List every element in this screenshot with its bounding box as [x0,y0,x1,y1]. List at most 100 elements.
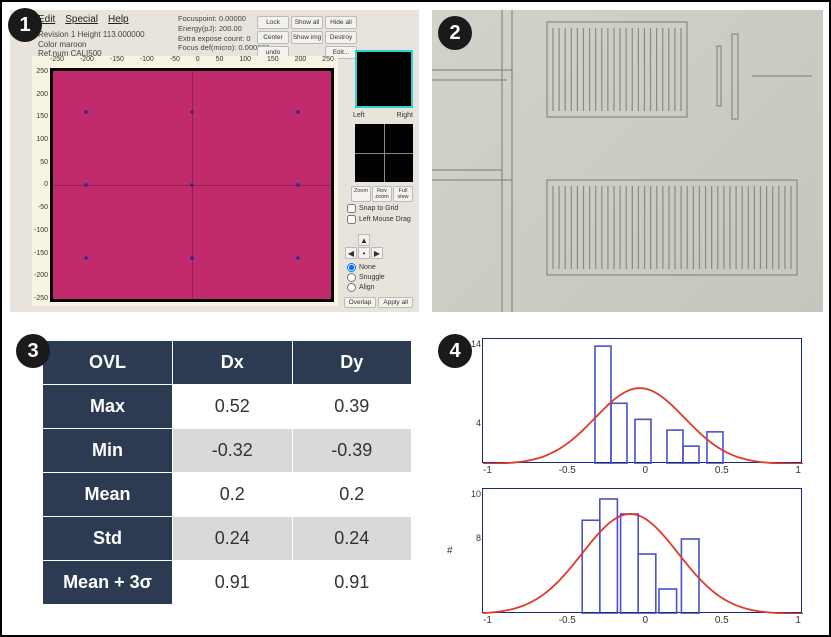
histogram-dy: 108 -1-0.500.51 # [482,488,802,613]
y-axis-ticks: 250200150100500-50-100-150-200-250 [32,68,48,302]
cell-dx: 0.91 [173,561,293,605]
plot-marker [296,184,299,187]
x-tick: 250 [322,56,334,66]
histogram-dx: 144 -1-0.500.51 [482,338,802,463]
x-tick: 0 [643,465,649,476]
meta2-l3: Extra expose count: 0 [178,34,270,44]
arrow-left-icon[interactable]: ◀ [345,247,357,259]
full-view-button[interactable]: Full view [393,186,413,202]
snap-label: Snap to Grid [359,205,398,212]
histogram-dy-svg [483,489,803,614]
arrow-pad: ▲ ◀ • ▶ [345,234,383,259]
table-row: Min-0.32-0.39 [43,429,412,473]
hist2-yticks: 108 [461,489,481,612]
cell-dx: -0.32 [173,429,293,473]
none-label: None [359,264,376,271]
cell-dy: -0.39 [292,429,412,473]
lithography-pattern [432,10,823,312]
table-row: Max0.520.39 [43,385,412,429]
x-tick: 1 [795,465,801,476]
y-tick: 100 [32,136,48,143]
x-tick: 0.5 [715,465,729,476]
radio-group: None Snuggle Align [347,262,413,293]
meta-left: Revision 1 Height 113.000000 Color maroo… [38,30,145,59]
x-tick: 50 [216,56,224,66]
arrow-up-icon[interactable]: ▲ [358,234,370,246]
show-img-button[interactable]: Show img [291,31,323,44]
menubar: Edit Special Help [38,14,129,25]
arrow-center-icon[interactable]: • [358,247,370,259]
hist2-ylabel: # [447,545,453,556]
center-button[interactable]: Center [257,31,289,44]
badge-1: 1 [8,8,42,42]
cell-dx: 0.24 [173,517,293,561]
y-tick: 10 [461,489,481,499]
destroy-button[interactable]: Destroy [325,31,357,44]
apply-all-button[interactable]: Apply all [378,297,413,308]
snuggle-label: Snuggle [359,274,385,281]
x-tick: -1 [483,615,492,626]
top-button-grid: Lock Show all Hide all Center Show img D… [257,16,357,59]
lmd-label: Left Mouse Drag [359,216,411,223]
menu-special[interactable]: Special [65,14,98,25]
y-tick: 4 [461,418,481,428]
th-ovl: OVL [43,341,173,385]
arrow-right-icon[interactable]: ▶ [371,247,383,259]
plot-marker [85,184,88,187]
y-tick: 50 [32,159,48,166]
cell-dy: 0.91 [292,561,412,605]
bottom-buttons: Overlap Apply all [344,297,413,308]
hide-all-button[interactable]: Hide all [325,16,357,29]
snuggle-radio[interactable]: Snuggle [347,273,413,282]
x-tick: 0 [643,615,649,626]
x-tick: 100 [239,56,251,66]
meta-line2: Color maroon [38,40,145,50]
y-tick: -50 [32,204,48,211]
thumbnail-top[interactable] [355,50,413,108]
cell-dy: 0.39 [292,385,412,429]
badge-4: 4 [438,334,472,368]
y-tick: -200 [32,272,48,279]
plot-area[interactable] [50,68,334,302]
x-tick: 200 [295,56,307,66]
badge-3: 3 [16,334,50,368]
left-right-labels: Left Right [353,112,413,119]
left-mouse-drag-checkbox[interactable]: Left Mouse Drag [347,215,413,224]
align-label: Align [359,284,375,291]
row-label: Std [43,517,173,561]
x-tick: 150 [267,56,279,66]
meta-right: Focuspoint: 0.00000 Energy(pJ): 200.00 E… [178,14,270,53]
align-radio[interactable]: Align [347,283,413,292]
show-all-button[interactable]: Show all [291,16,323,29]
plot-marker [296,256,299,259]
x-axis-ticks: -250-200-150-100-50050100150200250 [50,56,334,66]
plot-marker [191,256,194,259]
y-tick: -150 [32,250,48,257]
snap-to-grid-checkbox[interactable]: Snap to Grid [347,204,413,213]
badge-2: 2 [438,16,472,50]
cell-dx: 0.2 [173,473,293,517]
menu-help[interactable]: Help [108,14,129,25]
y-tick: 150 [32,113,48,120]
zoom-button[interactable]: Zoom [351,186,371,202]
plot-marker [296,111,299,114]
lock-button[interactable]: Lock [257,16,289,29]
th-dy: Dy [292,341,412,385]
x-tick: 1 [795,615,801,626]
cell-dy: 0.2 [292,473,412,517]
right-label: Right [397,112,413,119]
meta2-l1: Focuspoint: 0.00000 [178,14,270,24]
overlap-button[interactable]: Overlap [344,297,377,308]
panel-software-ui: 1 Edit Special Help Revision 1 Height 11… [10,10,419,312]
row-label: Mean + 3σ [43,561,173,605]
x-tick: -200 [80,56,94,66]
x-tick: -0.5 [559,465,576,476]
rev-zoom-button[interactable]: Rev zoom [372,186,392,202]
main-plot: -250-200-150-100-50050100150200250 25020… [32,56,338,306]
table-row: Std0.240.24 [43,517,412,561]
none-radio[interactable]: None [347,263,413,272]
plot-marker [85,256,88,259]
x-tick: -1 [483,465,492,476]
thumbnail-bottom[interactable] [355,124,413,182]
cell-dx: 0.52 [173,385,293,429]
